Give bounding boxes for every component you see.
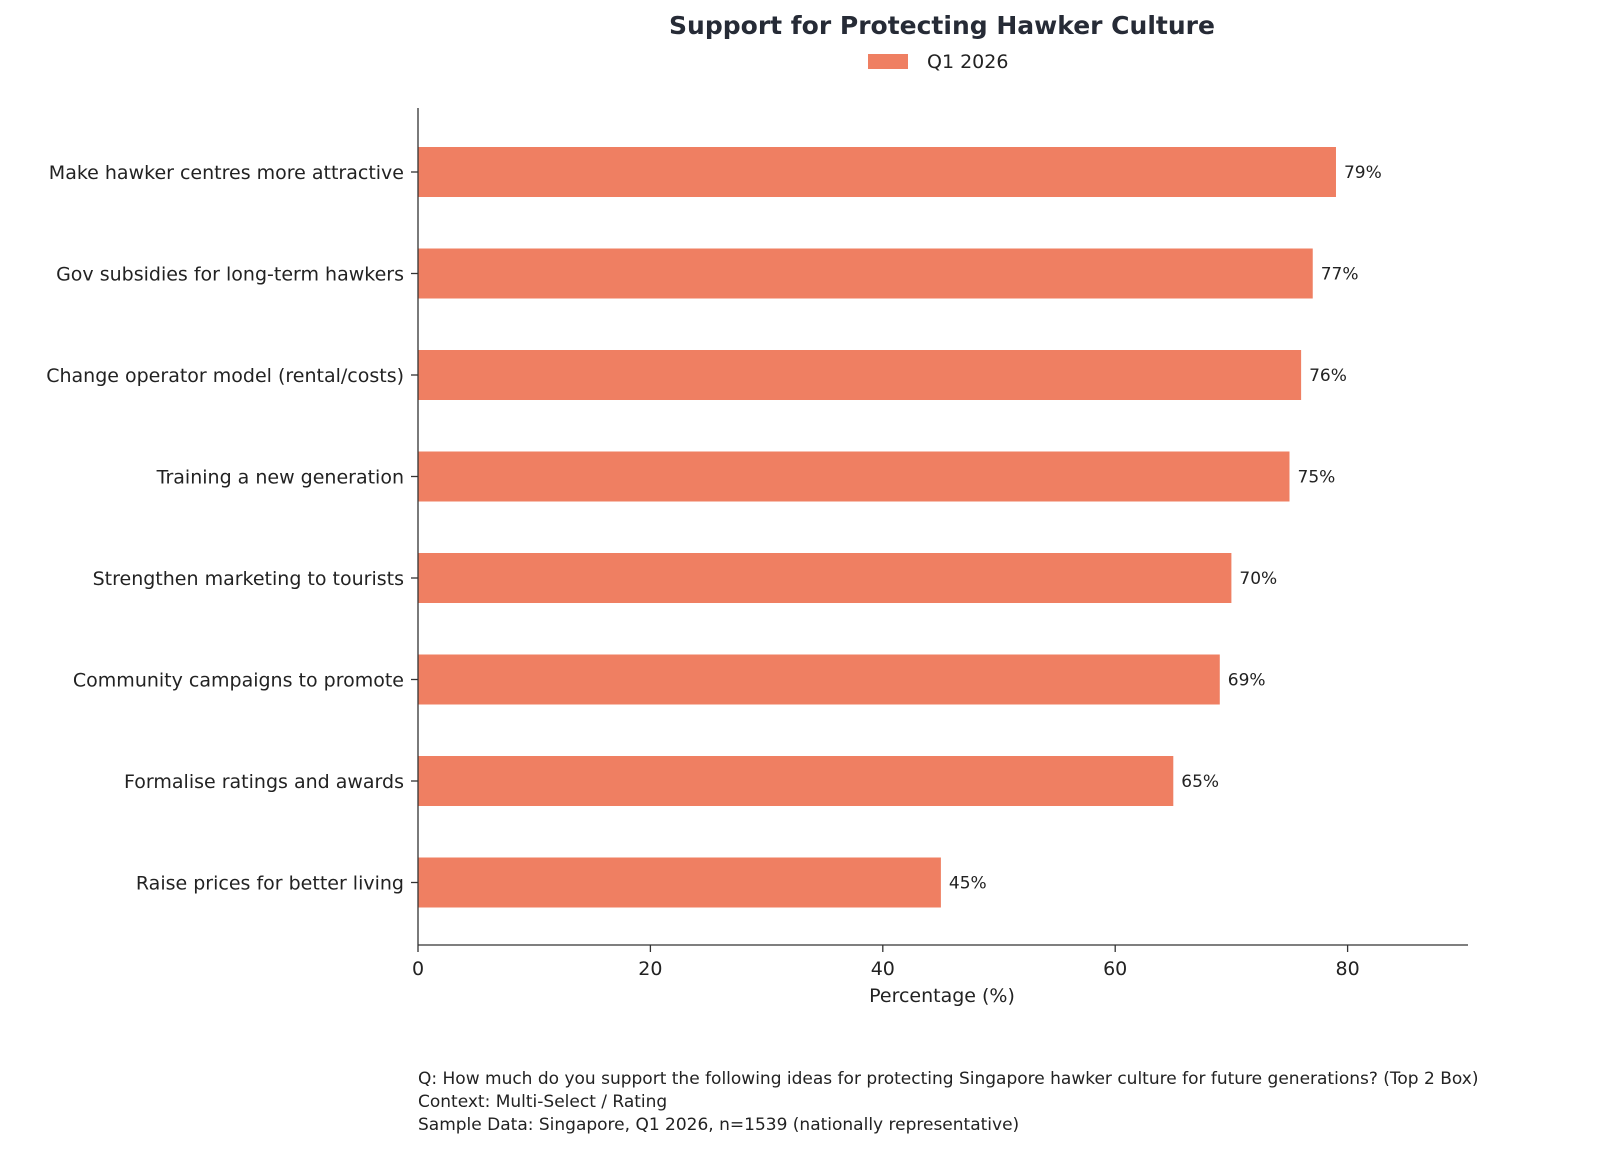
x-axis-label: Percentage (%) [869, 985, 1015, 1007]
value-labels: 79% 77% 76% 75% 70% 69% 65% 45% [949, 163, 1382, 894]
context-note: Context: Multi-Select / Rating [418, 1092, 668, 1112]
category-label: Training a new generation [156, 467, 404, 489]
value-label: 79% [1344, 163, 1382, 183]
x-tick-label: 60 [1103, 958, 1127, 980]
value-label: 45% [949, 874, 987, 894]
x-tick-label: 80 [1336, 958, 1360, 980]
x-axis-ticks: 0 20 40 60 80 [412, 945, 1360, 980]
value-label: 77% [1321, 265, 1359, 285]
category-label: Raise prices for better living [136, 873, 404, 895]
bar-training-a-new-generation [418, 451, 1290, 502]
footnotes: Q: How much do you support the following… [418, 1068, 1478, 1137]
x-tick-label: 20 [638, 958, 662, 980]
category-labels: Make hawker centres more attractive Gov s… [46, 162, 418, 895]
question-note: Q: How much do you support the following… [418, 1069, 1479, 1089]
value-label: 76% [1309, 366, 1347, 386]
bar-strengthen-marketing-to-tourists [418, 553, 1232, 603]
bar-change-operator-model-rental-costs [418, 350, 1302, 400]
bar-raise-prices-for-better-living [418, 857, 941, 908]
sample-note: Sample Data: Singapore, Q1 2026, n=1539 … [418, 1115, 1020, 1135]
x-tick-label: 40 [871, 958, 895, 980]
value-label: 69% [1228, 671, 1266, 691]
legend-label: Q1 2026 [927, 51, 1008, 73]
category-label: Make hawker centres more attractive [49, 162, 404, 184]
x-tick-label: 0 [412, 958, 424, 980]
bar-gov-subsidies-for-long-term-hawkers [418, 248, 1313, 299]
category-label: Change operator model (rental/costs) [46, 365, 404, 387]
category-label: Community campaigns to promote [73, 670, 404, 692]
bar-formalise-ratings-and-awards [418, 756, 1174, 806]
category-label: Strengthen marketing to tourists [93, 568, 404, 590]
legend-swatch [868, 54, 908, 69]
bar-community-campaigns-to-promote [418, 654, 1220, 705]
chart-title: Support for Protecting Hawker Culture [669, 11, 1215, 40]
category-label: Gov subsidies for long-term hawkers [56, 264, 404, 286]
bars-group [418, 147, 1336, 908]
bar-make-hawker-centres-more-attractive [418, 147, 1336, 197]
value-label: 65% [1181, 772, 1219, 792]
value-label: 75% [1298, 468, 1336, 488]
value-label: 70% [1239, 569, 1277, 589]
category-label: Formalise ratings and awards [124, 771, 404, 793]
legend: Q1 2026 [868, 51, 1008, 73]
